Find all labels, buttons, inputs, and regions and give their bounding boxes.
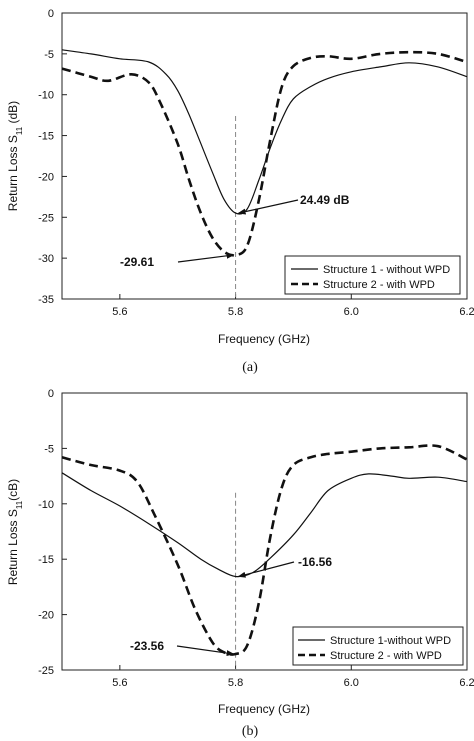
annotation-arrow xyxy=(177,252,235,263)
annotation-label: -29.61 xyxy=(120,255,154,269)
legend-label-structure-1-a: Structure 1 - without WPD xyxy=(323,264,450,276)
x-tick-label: 5.8 xyxy=(228,306,243,318)
x-axis-label-b: Frequency (GHz) xyxy=(218,702,310,716)
plot-frame-b xyxy=(61,392,468,671)
legend-label-structure-2-a: Structure 2 - with WPD xyxy=(323,279,435,291)
y-tick-label: -15 xyxy=(38,554,54,566)
y-axis-label-a: Return Loss S11 (dB) xyxy=(6,101,24,211)
y-tick-label: -35 xyxy=(38,294,54,306)
chart-a: 0 -5 -10 -15 -20 -25 -30 -35 5.6 5.8 6.0 6.2 24.49… xyxy=(6,8,474,375)
subfigure-label-a: (a) xyxy=(242,360,258,375)
series-line-structure-1 xyxy=(61,472,468,578)
annotations-b: -16.56 -23.56 xyxy=(130,555,332,657)
y-tick-label: -5 xyxy=(44,443,54,455)
plot-frame-a xyxy=(61,12,468,300)
legend-box-a xyxy=(284,255,461,295)
annotation-label: 24.49 dB xyxy=(300,193,350,207)
series-line-structure-2 xyxy=(61,50,468,257)
y-axis-label-b: Return Loss S11(cB) xyxy=(6,479,24,585)
x-ticks-b: 5.6 5.8 6.0 6.2 xyxy=(112,665,474,689)
y-tick-label: -20 xyxy=(38,171,54,183)
y-tick-label: -15 xyxy=(38,131,54,143)
annotation-arrow xyxy=(237,561,295,578)
annotation-arrow xyxy=(176,645,235,657)
legend-label-structure-2-b: Structure 2 - with WPD xyxy=(330,650,442,662)
y-tick-label: 0 xyxy=(48,388,54,400)
x-tick-label: 6.2 xyxy=(459,677,474,689)
y-tick-label: -10 xyxy=(38,499,54,511)
y-tick-label: -25 xyxy=(38,212,54,224)
x-axis-label-a: Frequency (GHz) xyxy=(218,332,310,346)
y-tick-label: -10 xyxy=(38,90,54,102)
y-ticks-a: 0 -5 -10 -15 -20 -25 -30 -35 xyxy=(38,8,67,306)
y-tick-label: -5 xyxy=(44,49,54,61)
y-ticks-b: 0 -5 -10 -15 -20 -25 xyxy=(38,388,67,677)
x-tick-label: 6.0 xyxy=(344,677,359,689)
series-line-structure-2 xyxy=(61,444,468,656)
legend-a: Structure 1 - without WPD Structure 2 - … xyxy=(284,255,461,295)
x-tick-label: 6.0 xyxy=(344,306,359,318)
legend-b: Structure 1-without WPD Structure 2 - wi… xyxy=(292,626,464,666)
x-tick-label: 6.2 xyxy=(459,306,474,318)
annotation-label: -23.56 xyxy=(130,639,164,653)
series-group-b xyxy=(61,444,468,656)
series-group-a xyxy=(61,49,468,257)
legend-label-structure-1-b: Structure 1-without WPD xyxy=(330,635,451,647)
series-line-structure-1 xyxy=(61,49,468,215)
y-tick-label: 0 xyxy=(48,8,54,20)
x-tick-label: 5.6 xyxy=(112,306,127,318)
x-tick-label: 5.6 xyxy=(112,677,127,689)
y-tick-label: -20 xyxy=(38,610,54,622)
subfigure-label-b: (b) xyxy=(242,724,259,739)
y-tick-label: -30 xyxy=(38,253,54,265)
x-tick-label: 5.8 xyxy=(228,677,243,689)
x-ticks-a: 5.6 5.8 6.0 6.2 xyxy=(112,294,474,318)
chart-b: 0 -5 -10 -15 -20 -25 5.6 5.8 6.0 6.2 -16.56 -23.5… xyxy=(6,388,474,739)
annotation-label: -16.56 xyxy=(298,555,332,569)
annotation-arrow xyxy=(237,199,299,215)
legend-box-b xyxy=(292,626,464,666)
y-tick-label: -25 xyxy=(38,665,54,677)
annotations-a: 24.49 dB -29.61 xyxy=(120,193,350,269)
